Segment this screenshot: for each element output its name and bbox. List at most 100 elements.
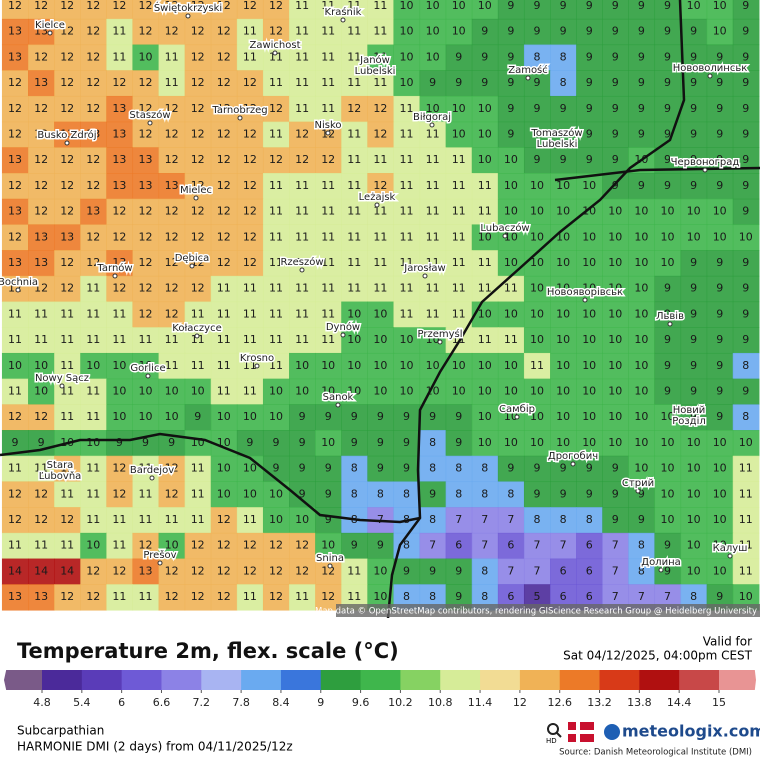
temp-value: 12 bbox=[60, 590, 74, 603]
temp-value: 9 bbox=[325, 462, 332, 475]
temp-cell bbox=[210, 18, 238, 46]
temp-value: 9 bbox=[742, 282, 749, 295]
temp-value: 9 bbox=[716, 359, 723, 372]
temp-value: 11 bbox=[452, 307, 466, 320]
temp-value: 11 bbox=[426, 153, 440, 166]
temp-cell bbox=[523, 250, 551, 277]
temp-value: 11 bbox=[347, 50, 361, 63]
place-label: Kraśnik bbox=[325, 6, 362, 18]
temp-value: 10 bbox=[217, 487, 231, 500]
temp-cell bbox=[1, 173, 29, 200]
temp-value: 12 bbox=[243, 256, 257, 269]
temp-value: 9 bbox=[403, 462, 410, 475]
temp-cell bbox=[54, 70, 81, 97]
temp-value: 12 bbox=[60, 102, 74, 115]
temp-cell bbox=[341, 430, 368, 457]
temp-cell bbox=[497, 301, 525, 328]
temp-cell bbox=[523, 224, 551, 251]
temp-cell bbox=[1, 121, 29, 148]
temp-cell bbox=[602, 224, 629, 251]
temp-value: 9 bbox=[690, 359, 697, 372]
temp-cell bbox=[315, 224, 342, 251]
temp-cell bbox=[419, 481, 447, 508]
temp-value: 12 bbox=[373, 179, 387, 192]
place-label: Leżajsk bbox=[359, 192, 396, 203]
temp-cell bbox=[680, 70, 708, 97]
temp-value: 10 bbox=[634, 385, 648, 398]
temp-cell bbox=[132, 507, 160, 534]
temp-value: 8 bbox=[638, 564, 645, 577]
places: Kielce Świętokrzyski Kraśnik Zawichost Janów… bbox=[0, 0, 749, 573]
temp-cell bbox=[602, 275, 629, 303]
temp-value: 12 bbox=[60, 153, 74, 166]
temp-value: 9 bbox=[534, 76, 541, 89]
temp-cell bbox=[236, 18, 264, 46]
temp-cell bbox=[132, 558, 160, 585]
temp-cell bbox=[680, 481, 708, 508]
temp-cell bbox=[445, 95, 473, 123]
temp-cell bbox=[628, 352, 656, 380]
temp-value: 9 bbox=[612, 50, 619, 63]
temp-cell bbox=[367, 455, 395, 483]
temp-value: 10 bbox=[478, 0, 492, 12]
temp-value: 9 bbox=[403, 410, 410, 423]
temp-cell bbox=[262, 507, 290, 534]
temp-value: 11 bbox=[191, 333, 205, 346]
temp-cell bbox=[236, 404, 264, 431]
temp-value: 10 bbox=[556, 307, 570, 320]
temp-value: 11 bbox=[321, 205, 335, 218]
colorbar-tick-label: 4.8 bbox=[33, 696, 51, 709]
temp-cell bbox=[732, 378, 760, 405]
temp-value: 12 bbox=[34, 0, 48, 12]
temp-value: 10 bbox=[582, 179, 596, 192]
temp-cell bbox=[184, 95, 212, 123]
temp-cell bbox=[106, 301, 134, 328]
temp-value: 7 bbox=[638, 590, 645, 603]
temp-cell bbox=[497, 532, 525, 560]
temp-cell bbox=[54, 584, 81, 611]
temp-value: 6 bbox=[560, 590, 567, 603]
colorbar-tick-label: 9.6 bbox=[352, 696, 370, 709]
search-icon[interactable] bbox=[547, 723, 562, 738]
hd-label: HD bbox=[546, 737, 557, 745]
temp-cell bbox=[1, 481, 29, 508]
temp-value: 12 bbox=[191, 564, 205, 577]
temp-value: 12 bbox=[243, 230, 257, 243]
brand[interactable]: meteologix.com bbox=[622, 722, 760, 741]
place-dot bbox=[194, 333, 200, 339]
temp-value: 11 bbox=[243, 25, 257, 38]
temp-value: 11 bbox=[373, 205, 387, 218]
temp-cell bbox=[393, 327, 421, 354]
temp-value: 11 bbox=[452, 179, 466, 192]
temp-cell bbox=[732, 507, 760, 534]
temp-value: 9 bbox=[377, 539, 384, 552]
temp-cell bbox=[706, 404, 734, 431]
temp-value: 12 bbox=[165, 25, 179, 38]
temp-cell bbox=[497, 378, 525, 405]
temp-cell bbox=[184, 147, 212, 174]
place-dot bbox=[686, 420, 692, 426]
temp-cell bbox=[445, 224, 473, 251]
temp-value: 10 bbox=[713, 230, 727, 243]
temp-cell bbox=[576, 147, 603, 174]
temp-value: 9 bbox=[638, 128, 645, 141]
colorbar-segment bbox=[559, 670, 601, 690]
temp-value: 9 bbox=[638, 513, 645, 526]
temp-cell bbox=[315, 558, 342, 585]
temp-cell bbox=[158, 224, 186, 251]
temp-value: 12 bbox=[243, 179, 257, 192]
temp-value: 11 bbox=[295, 205, 309, 218]
temp-cell bbox=[80, 455, 107, 483]
temp-value: 9 bbox=[742, 50, 749, 63]
place-dot bbox=[374, 202, 380, 208]
temp-value: 10 bbox=[687, 539, 701, 552]
temp-value: 11 bbox=[739, 462, 753, 475]
temp-value: 11 bbox=[60, 410, 74, 423]
temp-cell bbox=[210, 455, 238, 483]
temp-value: 8 bbox=[638, 539, 645, 552]
temp-value: 10 bbox=[530, 436, 544, 449]
temp-value: 11 bbox=[347, 256, 361, 269]
temp-value: 11 bbox=[165, 76, 179, 89]
temp-value: 9 bbox=[429, 487, 436, 500]
